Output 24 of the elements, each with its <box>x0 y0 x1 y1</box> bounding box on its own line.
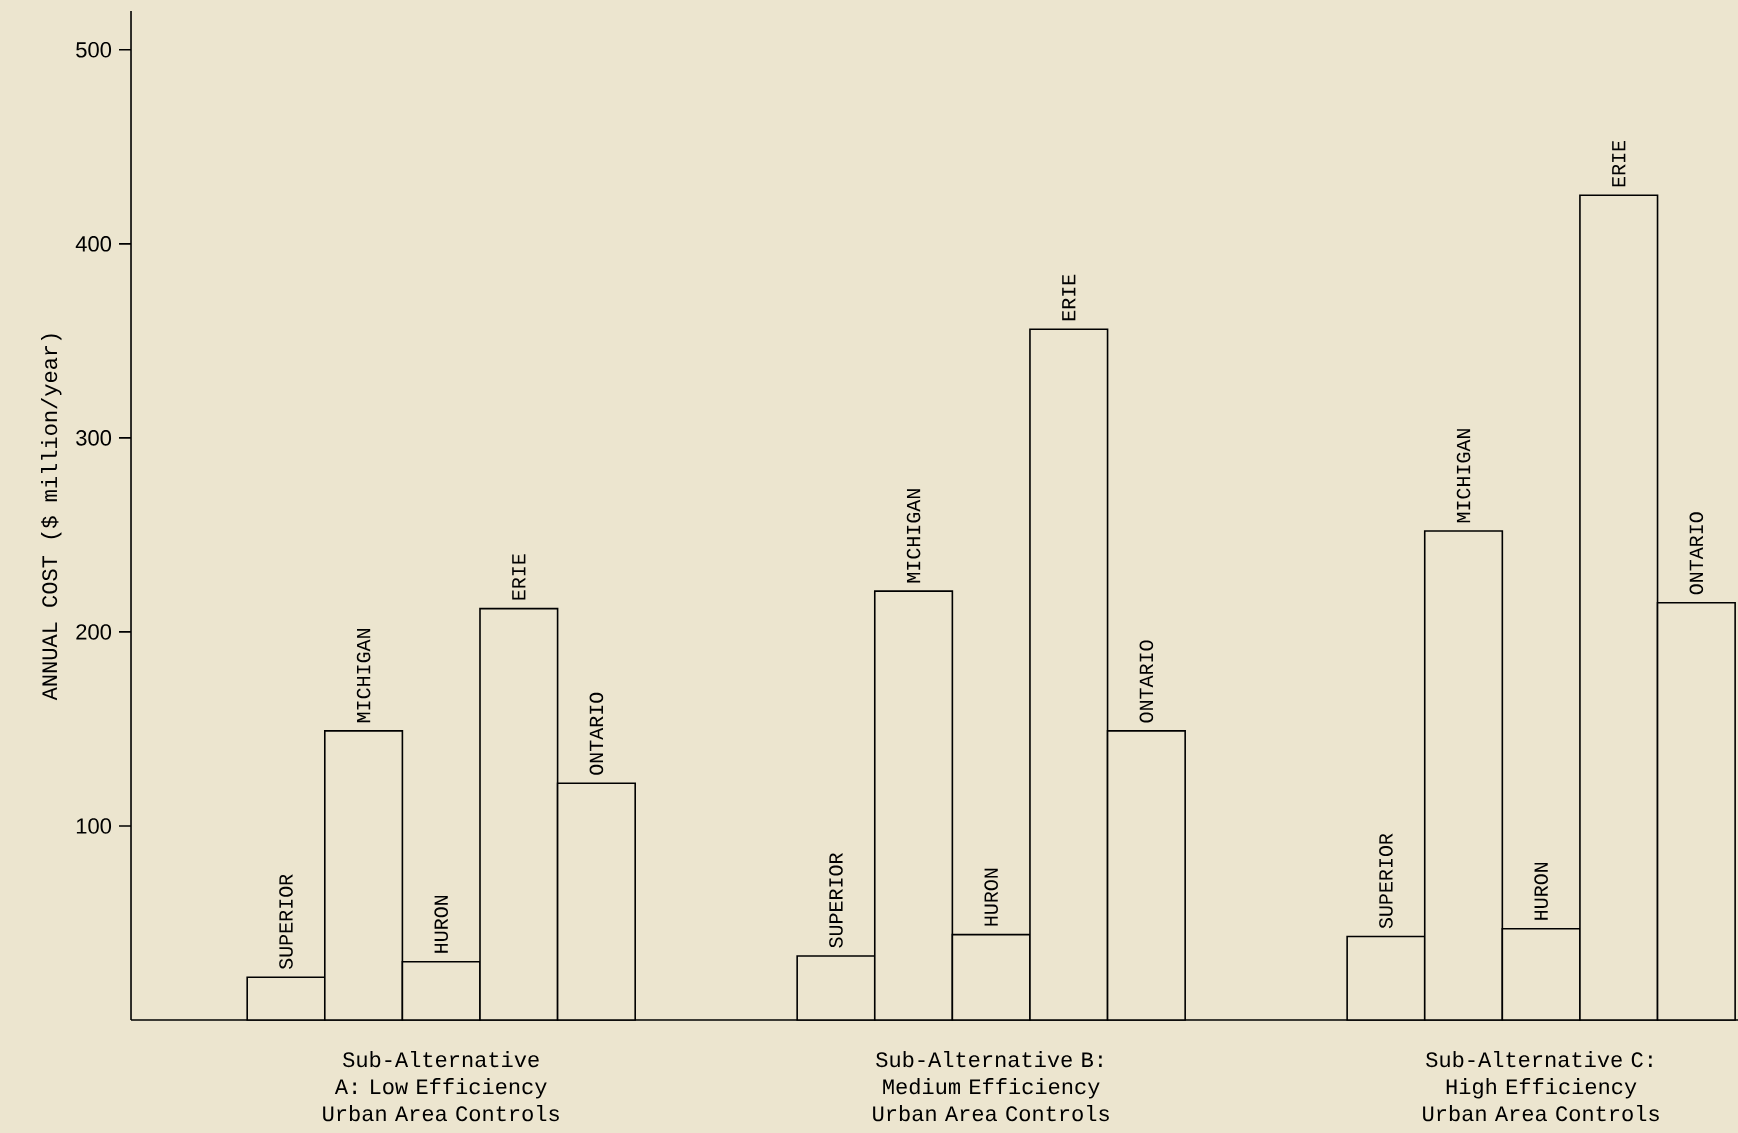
text: MICHIGAN <box>356 628 371 723</box>
text: SUPERIOR <box>279 874 293 970</box>
text: HURON <box>984 868 998 926</box>
y-axis-title: ANNUAL COST ($ million/year) <box>41 334 62 701</box>
x-tick-label: Sub-Alternative A: Low Efficiency Urban Area Controls <box>323 1051 559 1122</box>
text: HURON <box>434 895 448 953</box>
text: MICHIGAN <box>1456 429 1471 523</box>
y-tick-label: 100 <box>76 818 112 834</box>
text: MICHIGAN <box>906 489 921 583</box>
text: HURON <box>1534 862 1548 920</box>
x-tick-label: Sub-Alternative B: Medium Efficiency Urban Area Controls <box>873 1051 1109 1122</box>
text: SUPERIOR <box>829 852 843 948</box>
text: ONTARIO <box>589 692 604 775</box>
text: ERIE <box>512 554 526 600</box>
y-tick-label: 300 <box>76 430 112 446</box>
y-tick-label: 200 <box>76 624 112 640</box>
text: ERIE <box>1062 274 1076 321</box>
text: ONTARIO <box>1139 640 1154 723</box>
text: ERIE <box>1612 140 1626 187</box>
y-tick-label: 400 <box>75 236 112 252</box>
x-tick-label: Sub-Alternative C: High Efficiency Urban Area Controls <box>1423 1051 1659 1122</box>
y-tick-label: 500 <box>76 42 112 58</box>
text: SUPERIOR <box>1379 833 1393 929</box>
text: ONTARIO <box>1689 512 1704 595</box>
